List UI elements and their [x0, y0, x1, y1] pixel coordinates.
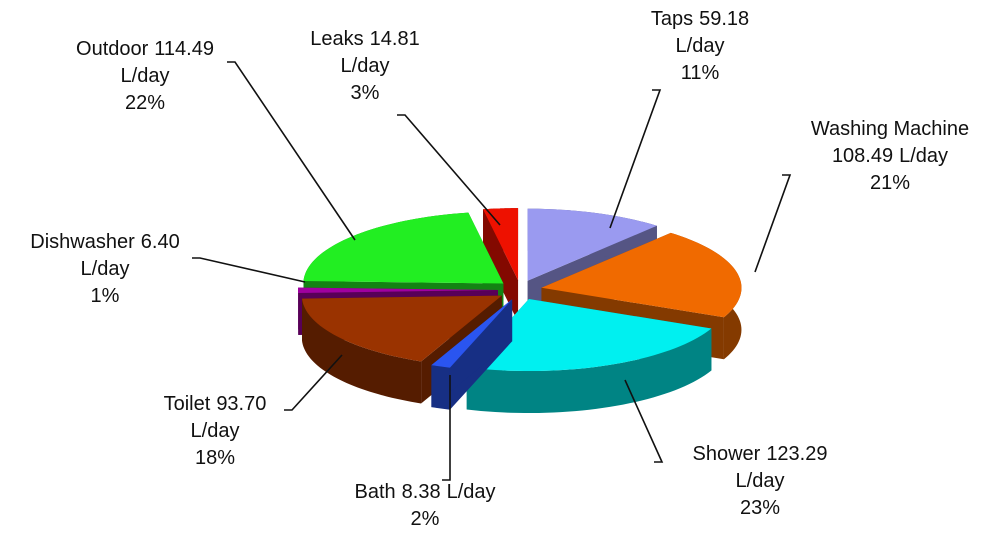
label-cat: Toilet: [164, 393, 211, 415]
slice-label: Shower 123.29 L/day 23%: [693, 443, 828, 519]
label-unit: L/day: [191, 420, 240, 442]
leader-line: [754, 174, 792, 273]
slice-wall: [431, 365, 450, 410]
label-pct: 3%: [351, 82, 380, 104]
slice-label: Dishwasher 6.40 L/day 1%: [30, 231, 179, 307]
label-val: 59.18: [699, 8, 749, 30]
slice-label: Bath 8.38 L/day 2%: [354, 481, 495, 530]
slice-label: Washing Machine 108.49 L/day 21%: [811, 118, 969, 194]
label-pct: 23%: [740, 497, 780, 519]
label-pct: 22%: [125, 92, 165, 114]
slice: [466, 299, 712, 372]
label-unit: L/day: [121, 65, 170, 87]
slice-wall: [466, 328, 712, 414]
slice-label: Outdoor 114.49 L/day 22%: [76, 38, 214, 114]
slice-label: Leaks 14.81 L/day 3%: [310, 28, 419, 104]
leader-line: [227, 61, 356, 241]
label-unit: L/day: [899, 145, 948, 167]
label-cat: Shower: [693, 443, 761, 465]
label-val: 6.40: [141, 231, 180, 253]
slice-wall: [301, 298, 422, 404]
label-unit: L/day: [736, 470, 785, 492]
leader-line: [442, 375, 451, 481]
leader-line: [284, 354, 343, 411]
label-unit: L/day: [447, 481, 496, 503]
label-val: 108.49: [832, 145, 893, 167]
slice: [298, 287, 499, 294]
label-unit: L/day: [341, 55, 390, 77]
label-unit: L/day: [676, 35, 725, 57]
label-pct: 18%: [195, 447, 235, 469]
leader-line: [397, 114, 501, 226]
slice-side: [431, 299, 513, 408]
slice-label: Toilet 93.70 L/day 18%: [164, 393, 267, 469]
label-cat: Outdoor: [76, 38, 149, 60]
label-cat: Dishwasher: [30, 231, 135, 253]
label-cat: Taps: [651, 8, 693, 30]
label-val: 14.81: [370, 28, 420, 50]
label-val: 93.70: [216, 393, 266, 415]
label-pct: 11%: [681, 62, 720, 84]
slice: [303, 212, 504, 284]
label-pct: 21%: [870, 172, 910, 194]
label-val: 114.49: [154, 38, 214, 60]
leader-line: [192, 257, 306, 283]
label-pct: 2%: [411, 508, 440, 530]
label-val: 123.29: [766, 443, 827, 465]
label-unit: L/day: [81, 258, 130, 280]
label-val: 8.38: [402, 481, 441, 503]
slice: [431, 299, 513, 368]
slice-label: Taps 59.18 L/day 11%: [651, 8, 749, 84]
label-pct: 1%: [91, 285, 120, 307]
label-cat: Washing Machine: [811, 118, 969, 140]
slice: [483, 208, 519, 281]
slice: [541, 232, 742, 318]
label-cat: Bath: [354, 481, 395, 503]
slice: [301, 295, 502, 362]
leader-line: [624, 379, 664, 463]
label-cat: Leaks: [310, 28, 363, 50]
leader-line: [609, 89, 662, 229]
slice: [527, 208, 657, 281]
